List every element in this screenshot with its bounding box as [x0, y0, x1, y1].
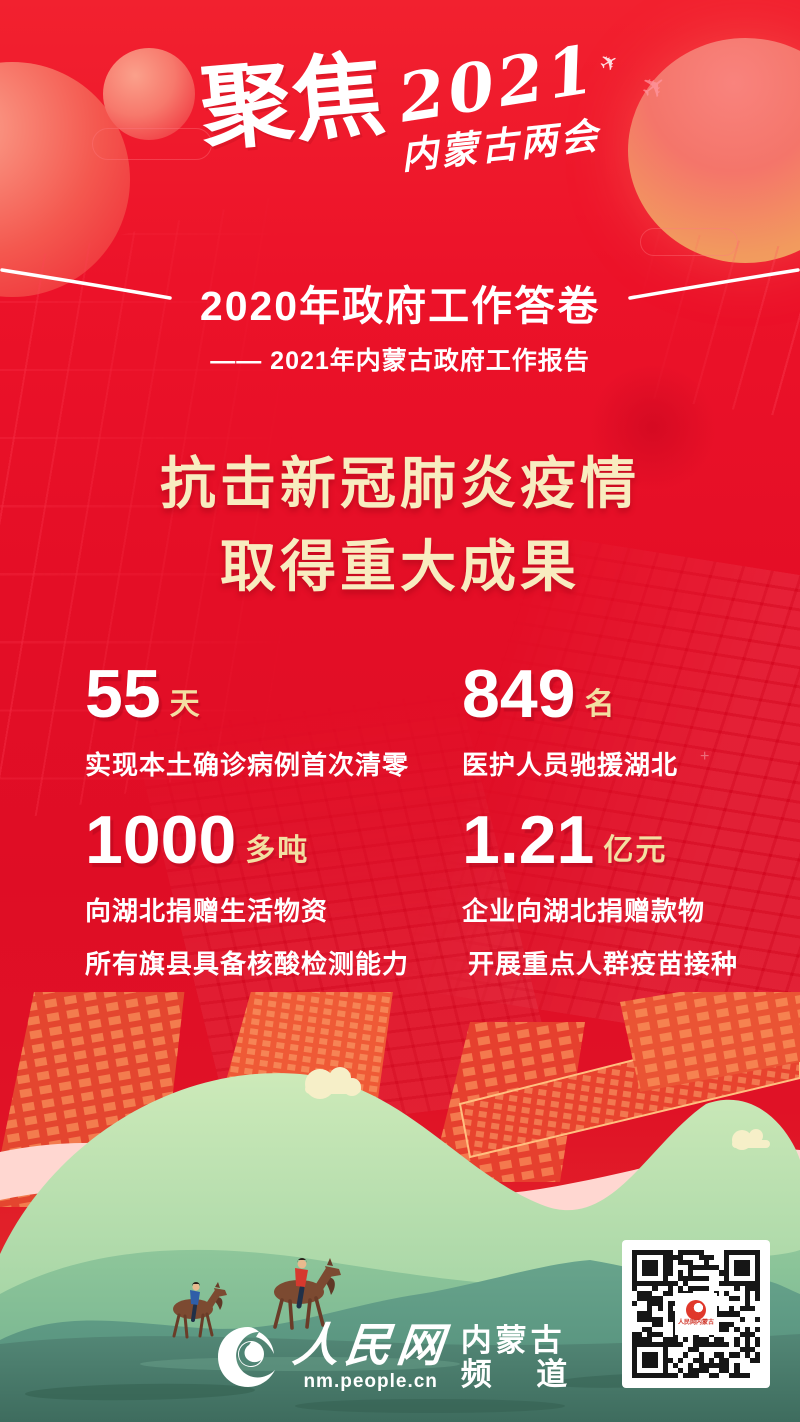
horse-with-rider-small — [172, 1282, 227, 1339]
sparkle-icon: + — [700, 748, 710, 765]
stat-value: 1000 — [85, 802, 237, 878]
stat-desc: 企业向湖北捐赠款物 — [462, 896, 706, 926]
stat-desc: 实现本土确诊病例首次清零 — [85, 750, 410, 780]
stat-donation-amount: 1.21 亿元 企业向湖北捐赠款物 — [462, 806, 705, 928]
gradient-circle-small — [103, 48, 195, 140]
site-url: nm.people.cn — [303, 1371, 438, 1392]
people-network-logo-icon — [686, 1300, 706, 1321]
note-vaccination: 开展重点人群疫苗接种 — [468, 949, 739, 979]
site-footer-logo: 人民网 nm.people.cn 内蒙古 频 道 — [0, 1318, 800, 1393]
stat-desc: 医护人员驰援湖北 — [462, 750, 679, 780]
people-network-logo-icon — [217, 1327, 275, 1387]
stat-value: 1.21 — [462, 802, 595, 878]
brand-focus-text: 聚焦 — [196, 39, 389, 164]
foreground-grass — [0, 1334, 800, 1422]
cloud — [732, 1129, 770, 1150]
headline: 抗击新冠肺炎疫情 取得重大成果 — [0, 443, 800, 609]
title-flourish-lines — [0, 268, 800, 300]
stat-unit: 天 — [169, 688, 202, 721]
outline-cloud — [640, 228, 738, 256]
channel-name-line2: 频 道 — [460, 1357, 586, 1393]
headline-line2: 取得重大成果 — [220, 534, 580, 598]
stat-days-cleared: 55 天 实现本土确诊病例首次清零 — [85, 660, 409, 782]
deep-red-circle — [590, 365, 715, 490]
horse-with-rider-large — [273, 1258, 341, 1330]
stat-supplies-tons: 1000 多吨 向湖北捐赠生活物资 — [85, 806, 328, 928]
stat-value: 849 — [462, 656, 576, 732]
stat-medical-staff: 849 名 医护人员驰援湖北 — [462, 660, 678, 782]
headline-line1: 抗击新冠肺炎疫情 — [160, 452, 640, 515]
stat-unit: 亿元 — [603, 834, 668, 867]
qr-center-logo: 人民网内蒙古 — [675, 1293, 717, 1335]
site-name: 人民网 — [289, 1318, 452, 1372]
cloud — [305, 1067, 361, 1099]
page-title: 2020年政府工作答卷 — [199, 283, 601, 329]
stat-value: 55 — [85, 656, 161, 732]
stat-unit: 多吨 — [245, 834, 310, 867]
landscape-illustration — [0, 992, 800, 1422]
stat-desc: 向湖北捐赠生活物资 — [85, 896, 329, 926]
stat-unit: 名 — [584, 688, 617, 721]
qr-code: 人民网内蒙古 — [622, 1240, 770, 1388]
note-nucleic-acid: 所有旗县具备核酸检测能力 — [85, 949, 410, 979]
outline-cloud — [92, 128, 212, 160]
page-subtitle: —— 2021年内蒙古政府工作报告 — [210, 347, 590, 375]
channel-name-line1: 内蒙古 — [460, 1323, 566, 1358]
qr-center-label: 人民网内蒙古 — [677, 1320, 714, 1327]
